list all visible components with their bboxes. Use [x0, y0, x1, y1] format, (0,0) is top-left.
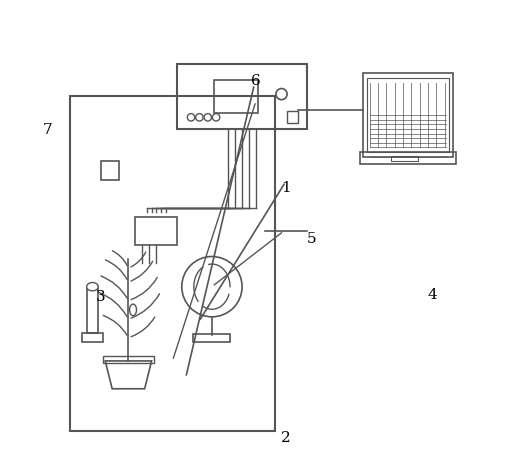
Bar: [214, 81, 259, 113]
Bar: [368, 79, 449, 153]
Bar: [100, 162, 119, 181]
Text: 5: 5: [307, 232, 316, 245]
Bar: [82, 333, 103, 343]
Bar: [177, 65, 307, 130]
Bar: [135, 218, 177, 245]
Bar: [360, 153, 456, 164]
Bar: [87, 287, 98, 333]
Ellipse shape: [130, 305, 137, 316]
Text: 1: 1: [281, 181, 291, 194]
Ellipse shape: [87, 283, 98, 291]
Bar: [287, 112, 298, 124]
Text: 3: 3: [96, 289, 105, 303]
Bar: [391, 156, 418, 162]
Text: 6: 6: [251, 74, 261, 88]
Text: 2: 2: [281, 431, 291, 444]
Bar: [103, 357, 154, 363]
Bar: [194, 334, 230, 343]
Text: 7: 7: [42, 123, 52, 137]
Bar: [71, 97, 274, 431]
Bar: [362, 74, 453, 157]
Text: 4: 4: [428, 287, 437, 301]
